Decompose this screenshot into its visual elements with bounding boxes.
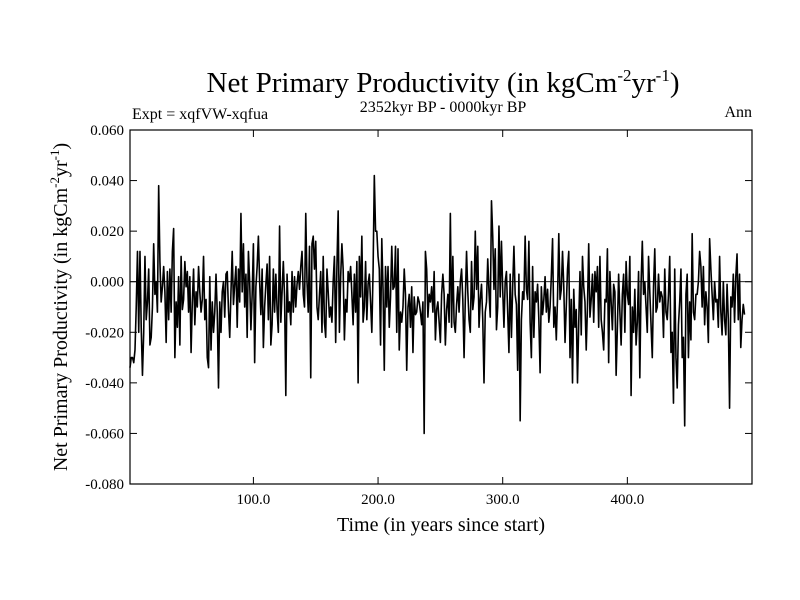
x-tick-label: 100.0 <box>237 492 271 508</box>
chart-title: Net Primary Productivity (in kgCm-2yr-1) <box>207 66 680 99</box>
subtitle-season: Ann <box>724 104 752 121</box>
x-tick-label: 400.0 <box>610 492 644 508</box>
plot-area-frame <box>129 129 753 485</box>
y-tick-label: -0.080 <box>85 477 124 493</box>
y-tick-label: 0.060 <box>90 123 124 139</box>
x-axis-ticks: 100.0 200.0 300.0 400.0 <box>237 130 644 508</box>
y-tick-label: -0.040 <box>85 376 124 392</box>
x-tick-label: 200.0 <box>361 492 395 508</box>
y-axis-title: Net Primary Productivity (in kgCm-2yr-1) <box>47 143 72 471</box>
y-tick-label: 0.000 <box>90 275 124 291</box>
y-tick-label: -0.060 <box>85 426 124 442</box>
y-axis-ticks: 0.060 0.040 0.020 0.000 -0.020 -0.040 -0.060 -0… <box>85 123 752 493</box>
subtitle-experiment: Expt = xqfVW-xqfua <box>132 106 268 123</box>
y-tick-label: 0.020 <box>90 224 124 240</box>
y-tick-label: 0.040 <box>90 174 124 190</box>
subtitle-period: 2352kyr BP - 0000kyr BP <box>360 99 527 116</box>
series-line-ann <box>129 174 746 435</box>
x-tick-label: 300.0 <box>486 492 520 508</box>
x-axis-title: Time (in years since start) <box>337 514 545 536</box>
y-tick-label: -0.020 <box>85 325 124 341</box>
